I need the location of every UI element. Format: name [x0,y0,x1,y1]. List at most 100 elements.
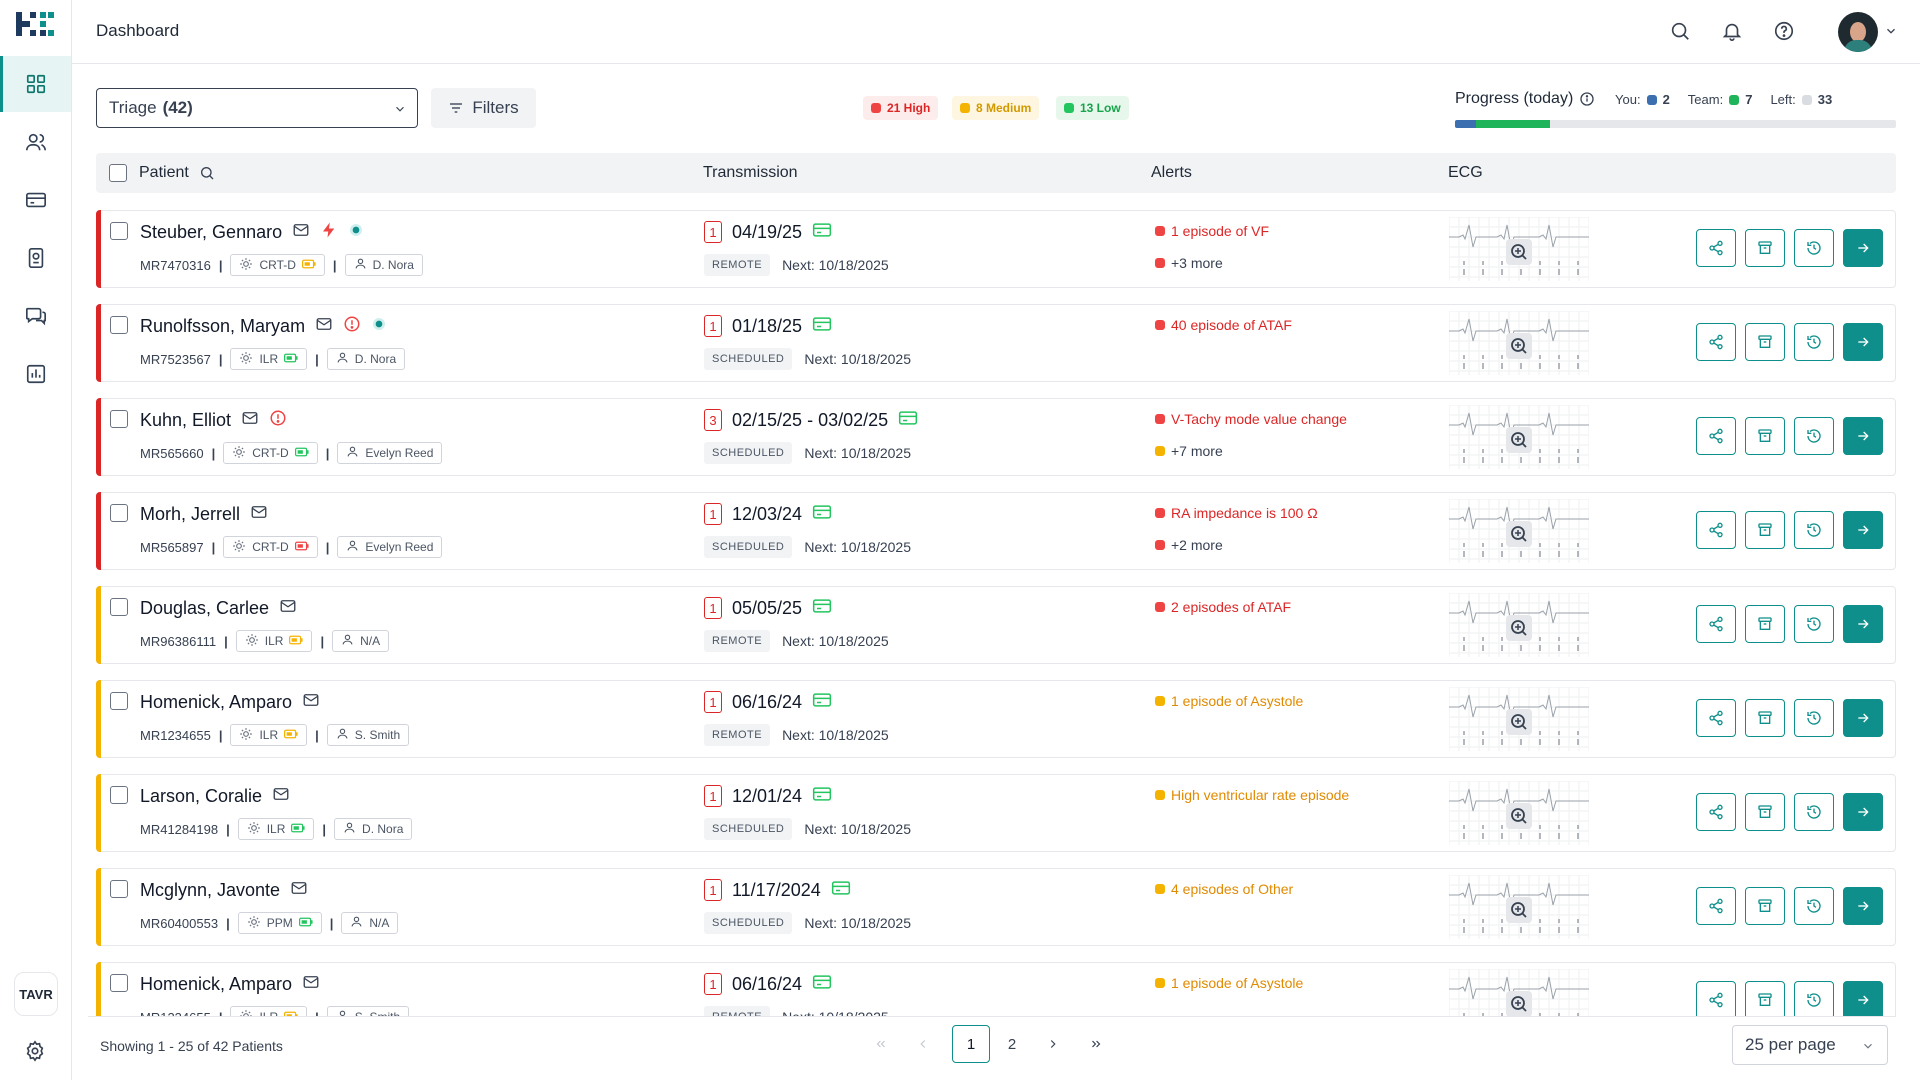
share-button[interactable] [1696,981,1736,1019]
account-menu-toggle[interactable] [1884,24,1898,43]
severity-high-chip[interactable]: 21 High [863,96,939,120]
history-button[interactable] [1794,417,1834,455]
archive-button[interactable] [1745,887,1785,925]
archive-button[interactable] [1745,981,1785,1019]
patient-name[interactable]: Steuber, Gennaro [140,222,283,242]
alert-item[interactable]: 40 episode of ATAF [1155,317,1292,333]
triage-select[interactable]: Triage (42) [96,88,418,128]
history-button[interactable] [1794,511,1834,549]
severity-low-chip[interactable]: 13 Low [1056,96,1129,120]
alert-item[interactable]: 1 episode of Asystole [1155,975,1303,991]
table-row[interactable]: Mcglynn, Javonte MR60400553 | PPM | N/A 1 11/17… [96,868,1896,946]
mail-icon[interactable] [279,597,297,620]
archive-button[interactable] [1745,417,1785,455]
alert-item[interactable]: +2 more [1155,537,1223,553]
share-button[interactable] [1696,699,1736,737]
table-row[interactable]: Steuber, Gennaro MR7470316 | CRT-D | D. Nora 1… [96,210,1896,288]
patient-name[interactable]: Homenick, Amparo [140,974,293,994]
nav-patients[interactable] [0,114,71,170]
patient-name[interactable]: Runolfsson, Maryam [140,316,306,336]
open-button[interactable] [1843,981,1883,1019]
ecg-thumbnail[interactable] [1448,216,1590,281]
open-button[interactable] [1843,887,1883,925]
history-button[interactable] [1794,887,1834,925]
mail-icon[interactable] [302,973,320,996]
mail-icon[interactable] [290,879,308,902]
share-button[interactable] [1696,511,1736,549]
page-1-button[interactable]: 1 [952,1025,990,1063]
table-row[interactable]: Morh, Jerrell MR565897 | CRT-D | Evelyn Reed 1… [96,492,1896,570]
row-checkbox[interactable] [110,598,128,616]
nav-reports[interactable] [0,346,71,402]
table-row[interactable]: Larson, Coralie MR41284198 | ILR | D. Nora 1 12… [96,774,1896,852]
ecg-thumbnail[interactable] [1448,310,1590,375]
history-button[interactable] [1794,793,1834,831]
settings-button[interactable] [24,1040,46,1067]
open-button[interactable] [1843,605,1883,643]
first-page-button[interactable] [862,1025,900,1063]
open-button[interactable] [1843,793,1883,831]
mail-icon[interactable] [272,785,290,808]
archive-button[interactable] [1745,793,1785,831]
share-button[interactable] [1696,323,1736,361]
open-button[interactable] [1843,417,1883,455]
last-page-button[interactable] [1077,1025,1115,1063]
table-row[interactable]: Runolfsson, Maryam MR7523567 | ILR | D. Nora 1… [96,304,1896,382]
share-button[interactable] [1696,417,1736,455]
archive-button[interactable] [1745,605,1785,643]
share-button[interactable] [1696,229,1736,267]
alert-item[interactable]: 4 episodes of Other [1155,881,1293,897]
user-avatar[interactable] [1838,12,1878,52]
patient-name[interactable]: Homenick, Amparo [140,692,293,712]
info-icon[interactable] [1579,91,1595,107]
history-button[interactable] [1794,981,1834,1019]
page-2-button[interactable]: 2 [1007,1035,1017,1053]
patient-name[interactable]: Mcglynn, Javonte [140,880,281,900]
mail-icon[interactable] [302,691,320,714]
row-checkbox[interactable] [110,410,128,428]
patient-name[interactable]: Douglas, Carlee [140,598,270,618]
nav-billing[interactable] [0,172,71,228]
history-button[interactable] [1794,323,1834,361]
tavr-button[interactable]: TAVR [14,972,58,1016]
row-checkbox[interactable] [110,786,128,804]
severity-medium-chip[interactable]: 8 Medium [952,96,1040,120]
filters-button[interactable]: Filters [431,88,536,128]
alert-item[interactable]: 2 episodes of ATAF [1155,599,1291,615]
history-button[interactable] [1794,699,1834,737]
alert-item[interactable]: RA impedance is 100 Ω [1155,505,1318,521]
per-page-select[interactable]: 25 per page [1732,1025,1888,1065]
alert-item[interactable]: +3 more [1155,255,1223,271]
row-checkbox[interactable] [110,974,128,992]
archive-button[interactable] [1745,699,1785,737]
open-button[interactable] [1843,699,1883,737]
open-button[interactable] [1843,229,1883,267]
mail-icon[interactable] [315,315,333,338]
patient-name[interactable]: Kuhn, Elliot [140,410,232,430]
help-button[interactable] [1773,20,1795,47]
ecg-thumbnail[interactable] [1448,686,1590,751]
row-checkbox[interactable] [110,222,128,240]
open-button[interactable] [1843,511,1883,549]
mail-icon[interactable] [241,409,259,432]
patient-name[interactable]: Larson, Coralie [140,786,263,806]
archive-button[interactable] [1745,229,1785,267]
share-button[interactable] [1696,887,1736,925]
next-page-button[interactable] [1034,1025,1072,1063]
share-button[interactable] [1696,605,1736,643]
archive-button[interactable] [1745,511,1785,549]
select-all-checkbox[interactable] [109,164,127,182]
search-icon[interactable] [199,165,215,181]
nav-dashboard[interactable] [0,56,71,112]
alert-item[interactable]: V-Tachy mode value change [1155,411,1347,427]
ecg-thumbnail[interactable] [1448,404,1590,469]
history-button[interactable] [1794,605,1834,643]
row-checkbox[interactable] [110,880,128,898]
alert-item[interactable]: +7 more [1155,443,1223,459]
archive-button[interactable] [1745,323,1785,361]
nav-devices[interactable] [0,230,71,286]
notifications-button[interactable] [1721,20,1743,47]
search-button[interactable] [1669,20,1691,47]
ecg-thumbnail[interactable] [1448,874,1590,939]
